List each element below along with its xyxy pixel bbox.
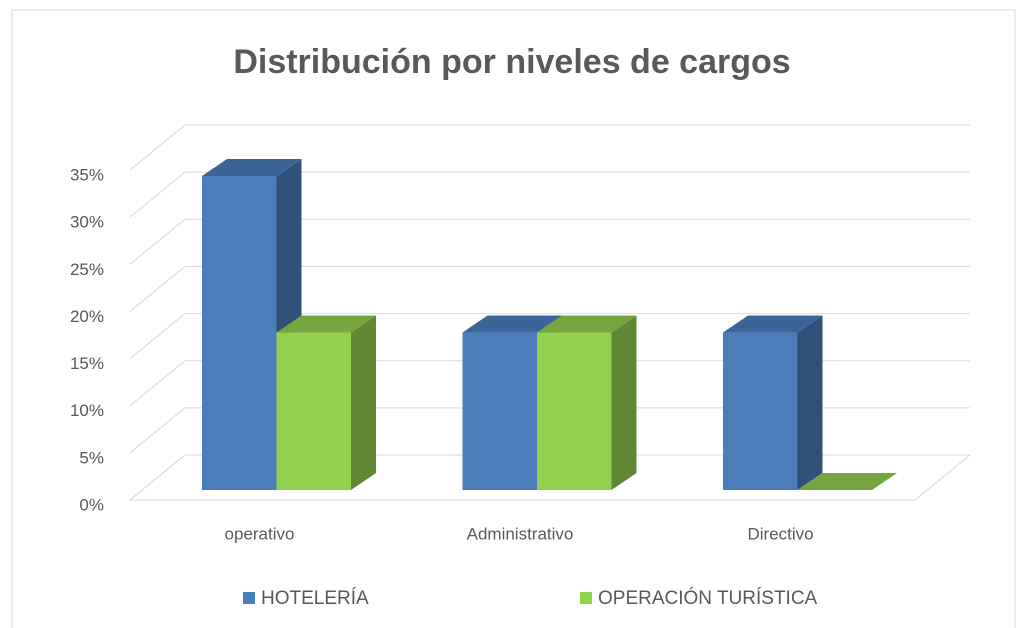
bar-top <box>462 315 562 333</box>
side-grid <box>129 407 186 454</box>
y-tick-label: 20% <box>70 307 104 326</box>
bar <box>723 315 823 490</box>
bar-top <box>537 315 637 333</box>
bar-top <box>797 473 897 490</box>
side-grid <box>129 313 186 359</box>
bar-top <box>276 315 376 333</box>
y-tick-label: 10% <box>70 401 104 420</box>
y-tick-label: 30% <box>70 213 104 232</box>
bar <box>537 315 637 490</box>
side-grid <box>129 171 186 218</box>
bar-side <box>797 315 823 490</box>
x-tick-label: Administrativo <box>467 524 574 543</box>
legend-label: OPERACIÓN TURÍSTICA <box>598 587 818 609</box>
side-grid <box>129 266 186 312</box>
bar-front <box>537 332 612 490</box>
y-tick-label: 15% <box>70 354 104 373</box>
side-grid <box>129 124 186 171</box>
grid-line <box>129 265 970 312</box>
bar-front <box>723 332 798 490</box>
grid-line <box>129 218 970 265</box>
bar-side <box>351 315 376 490</box>
legend-swatch <box>580 592 592 604</box>
bar-front <box>202 176 277 490</box>
bar-top <box>202 159 302 177</box>
bar <box>797 473 897 490</box>
side-grid <box>129 218 186 265</box>
grid-line <box>129 124 970 171</box>
bar-side <box>611 315 637 490</box>
side-grid <box>129 360 186 407</box>
bar-front <box>462 332 537 490</box>
side-grid <box>129 454 186 501</box>
x-tick-label: Directivo <box>747 524 813 543</box>
grid-line <box>129 171 970 218</box>
bar-front <box>276 332 351 490</box>
bar-top <box>723 315 823 333</box>
y-tick-label: 0% <box>79 495 104 514</box>
grid-line <box>129 313 970 359</box>
x-tick-label: operativo <box>225 524 295 543</box>
y-tick-label: 5% <box>79 448 104 467</box>
bar <box>276 315 376 490</box>
legend-swatch <box>243 592 255 604</box>
y-tick-label: 25% <box>70 260 104 279</box>
y-tick-label: 35% <box>70 165 104 184</box>
legend-label: HOTELERÍA <box>261 588 369 609</box>
chart-title: Distribución por niveles de cargos <box>233 43 790 81</box>
